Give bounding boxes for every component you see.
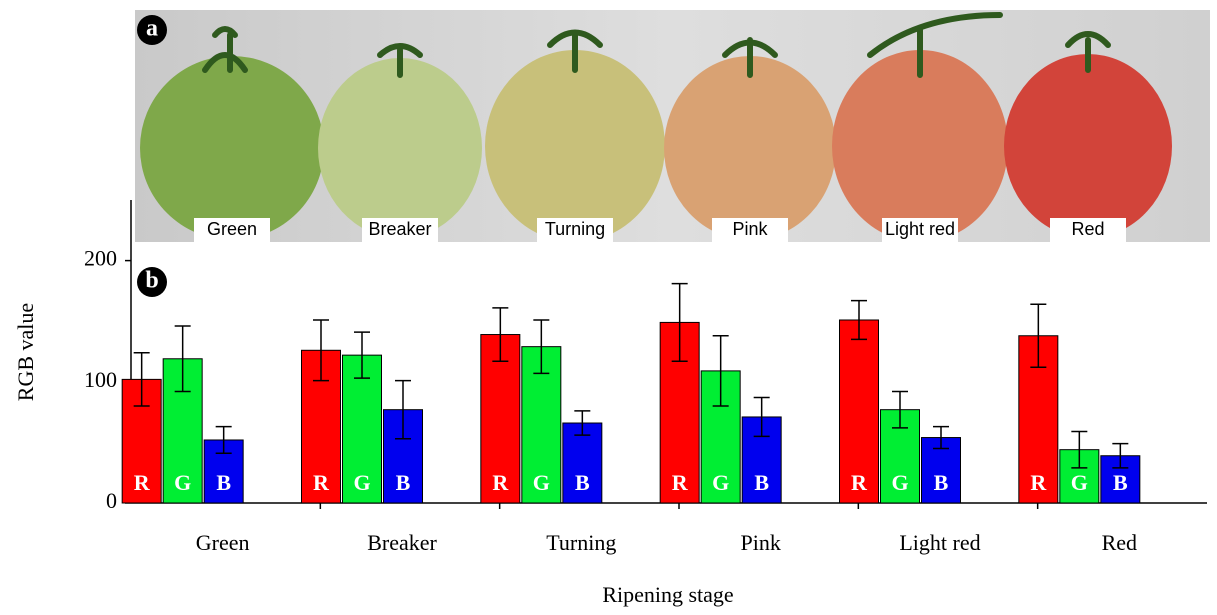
bar-letter: G bbox=[891, 470, 908, 495]
tomato bbox=[318, 58, 482, 238]
x-tick-label: Breaker bbox=[367, 530, 437, 555]
bar-letter: R bbox=[134, 470, 151, 495]
y-tick-label: 0 bbox=[106, 488, 117, 513]
bar-letter: B bbox=[575, 470, 590, 495]
bar-letter: G bbox=[174, 470, 191, 495]
tomato bbox=[140, 56, 324, 240]
chart: b Ripening stage RGB value 0 100 200 Green R… bbox=[13, 200, 1207, 607]
tomato bbox=[832, 50, 1008, 242]
figure: Green Breaker Turning Pink Light red Red a b … bbox=[0, 0, 1217, 615]
y-tick-label: 200 bbox=[84, 246, 117, 271]
bar-letter: B bbox=[934, 470, 949, 495]
photo-label: Breaker bbox=[368, 219, 431, 239]
tomato bbox=[485, 50, 665, 242]
photo-label: Turning bbox=[545, 219, 605, 239]
bar-letter: R bbox=[851, 470, 868, 495]
tomato bbox=[1004, 54, 1172, 238]
photo-label: Green bbox=[207, 219, 257, 239]
bar-letter: B bbox=[396, 470, 411, 495]
bar-letter: B bbox=[1113, 470, 1128, 495]
bar-letter: G bbox=[712, 470, 729, 495]
y-axis-title: RGB value bbox=[13, 303, 38, 401]
bar-letter: R bbox=[492, 470, 509, 495]
bar-letter: G bbox=[1071, 470, 1088, 495]
photo: Green Breaker Turning Pink Light red Red a bbox=[135, 10, 1210, 242]
panel-label: a bbox=[146, 16, 158, 42]
photo-label: Red bbox=[1071, 219, 1104, 239]
bar-letter: G bbox=[353, 470, 370, 495]
bar-letter: G bbox=[533, 470, 550, 495]
photo-label: Pink bbox=[732, 219, 768, 239]
bar-letter: R bbox=[672, 470, 689, 495]
photo-label: Light red bbox=[885, 219, 955, 239]
x-tick-label: Pink bbox=[740, 530, 780, 555]
y-tick-label: 100 bbox=[84, 367, 117, 392]
panel-label: b bbox=[145, 268, 158, 294]
bar-letter: R bbox=[313, 470, 330, 495]
bar-letter: R bbox=[1030, 470, 1047, 495]
bar-letter: B bbox=[216, 470, 231, 495]
x-axis-title: Ripening stage bbox=[602, 582, 733, 607]
bar-letter: B bbox=[754, 470, 769, 495]
x-tick-label: Light red bbox=[899, 530, 980, 555]
x-tick-label: Red bbox=[1102, 530, 1137, 555]
x-tick-label: Green bbox=[196, 530, 250, 555]
x-tick-label: Turning bbox=[546, 530, 616, 555]
tomato bbox=[664, 56, 836, 240]
